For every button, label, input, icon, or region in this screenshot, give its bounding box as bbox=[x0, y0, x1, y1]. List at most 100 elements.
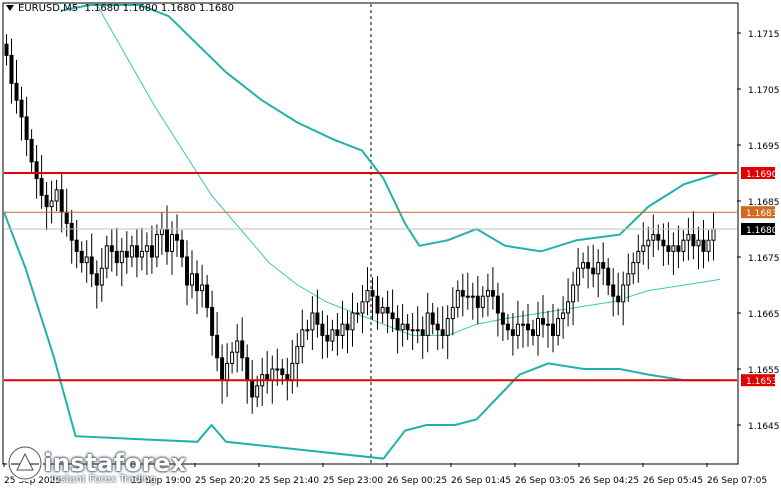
candle-body bbox=[49, 200, 54, 208]
candle-body bbox=[170, 234, 174, 252]
bollinger-lower-line bbox=[4, 211, 720, 460]
candle-body bbox=[84, 256, 89, 264]
candle-body bbox=[165, 228, 169, 252]
x-tick-label: 25 Sep 21:40 bbox=[259, 476, 319, 486]
candle bbox=[205, 274, 210, 318]
candle bbox=[44, 182, 49, 231]
candle-body bbox=[470, 295, 475, 298]
candle-body bbox=[395, 318, 400, 331]
candle-body bbox=[345, 323, 350, 331]
candle bbox=[215, 311, 220, 372]
candle bbox=[335, 313, 340, 356]
candle bbox=[380, 297, 385, 324]
candle bbox=[84, 240, 89, 283]
candle-body bbox=[701, 239, 706, 252]
x-tick-label: 25 Sep 19:00 bbox=[131, 476, 191, 486]
candle bbox=[651, 214, 656, 257]
candle bbox=[300, 309, 305, 364]
candle-body bbox=[144, 245, 149, 252]
candle-body bbox=[460, 290, 465, 297]
candle-body bbox=[315, 312, 320, 325]
candle-body bbox=[676, 245, 681, 252]
candle bbox=[460, 273, 465, 317]
candle bbox=[180, 230, 184, 268]
candle bbox=[9, 38, 14, 104]
candle bbox=[435, 307, 440, 350]
brand-watermark: instaforex Instant Forex Trading bbox=[6, 444, 187, 485]
candle bbox=[54, 179, 59, 212]
candle-body bbox=[475, 295, 480, 308]
candle bbox=[616, 272, 621, 316]
x-tick-label: 26 Sep 07:05 bbox=[707, 476, 767, 486]
y-tick-label: 1.1695 bbox=[748, 142, 780, 152]
candle bbox=[29, 129, 34, 172]
candle bbox=[681, 230, 686, 262]
candle bbox=[94, 260, 99, 309]
candle bbox=[706, 230, 711, 262]
candle-body bbox=[606, 267, 611, 286]
candle-body bbox=[505, 323, 510, 331]
candle-body bbox=[561, 312, 566, 320]
candle-body bbox=[215, 334, 220, 359]
candle-body bbox=[551, 323, 555, 336]
candle bbox=[14, 59, 19, 114]
candle-body bbox=[330, 329, 335, 342]
candle bbox=[24, 96, 29, 157]
candle bbox=[596, 249, 601, 298]
y-tick-label: 1.1655 bbox=[748, 366, 780, 376]
candle-body bbox=[581, 262, 586, 269]
candle bbox=[34, 145, 39, 199]
candle bbox=[631, 252, 636, 284]
candle-body bbox=[515, 323, 520, 336]
candle-body bbox=[245, 357, 250, 381]
candle-body bbox=[601, 262, 606, 269]
candle-body bbox=[400, 323, 405, 331]
candle-body bbox=[385, 306, 390, 314]
candle bbox=[195, 260, 199, 315]
candle-body bbox=[691, 234, 696, 247]
candle-body bbox=[205, 284, 210, 308]
candle bbox=[89, 233, 94, 288]
candle-body bbox=[536, 318, 540, 336]
candle-body bbox=[180, 239, 184, 258]
candle-body bbox=[531, 329, 535, 336]
candle-body bbox=[119, 250, 124, 264]
candle bbox=[541, 295, 545, 338]
candle bbox=[415, 306, 420, 344]
candle bbox=[480, 286, 485, 318]
y-tick-label: 1.1645 bbox=[748, 422, 780, 432]
candle bbox=[99, 248, 104, 302]
candle bbox=[425, 292, 430, 353]
x-tick-label: 25 Sep 2025 bbox=[4, 476, 61, 486]
candle bbox=[475, 276, 480, 325]
candle bbox=[235, 324, 240, 373]
candle-body bbox=[300, 329, 305, 348]
candle bbox=[395, 305, 400, 354]
candle bbox=[661, 223, 666, 266]
candle bbox=[139, 227, 144, 271]
candle-body bbox=[365, 290, 370, 303]
candle bbox=[546, 310, 550, 348]
candle-body bbox=[510, 329, 515, 336]
candle-body bbox=[350, 312, 355, 331]
candle-body bbox=[325, 334, 330, 342]
dropdown-arrow-icon[interactable] bbox=[6, 5, 14, 11]
candle-body bbox=[631, 262, 636, 275]
x-tick-label: 26 Sep 03:05 bbox=[515, 476, 575, 486]
candle bbox=[691, 211, 696, 260]
candle-body bbox=[410, 329, 415, 332]
candle bbox=[470, 282, 475, 320]
candle bbox=[134, 229, 139, 278]
y-tick-label: 1.1705 bbox=[748, 86, 780, 96]
candle-body bbox=[500, 312, 505, 325]
candle bbox=[325, 315, 330, 358]
candle-body bbox=[210, 306, 215, 336]
candle bbox=[405, 314, 410, 340]
candle-body bbox=[235, 340, 240, 353]
resistance-price-tag-bg bbox=[741, 167, 775, 179]
candle-body bbox=[175, 234, 179, 241]
candle-body bbox=[24, 116, 29, 140]
candle-body bbox=[270, 368, 275, 381]
x-tick-label: 26 Sep 05:45 bbox=[643, 476, 703, 486]
